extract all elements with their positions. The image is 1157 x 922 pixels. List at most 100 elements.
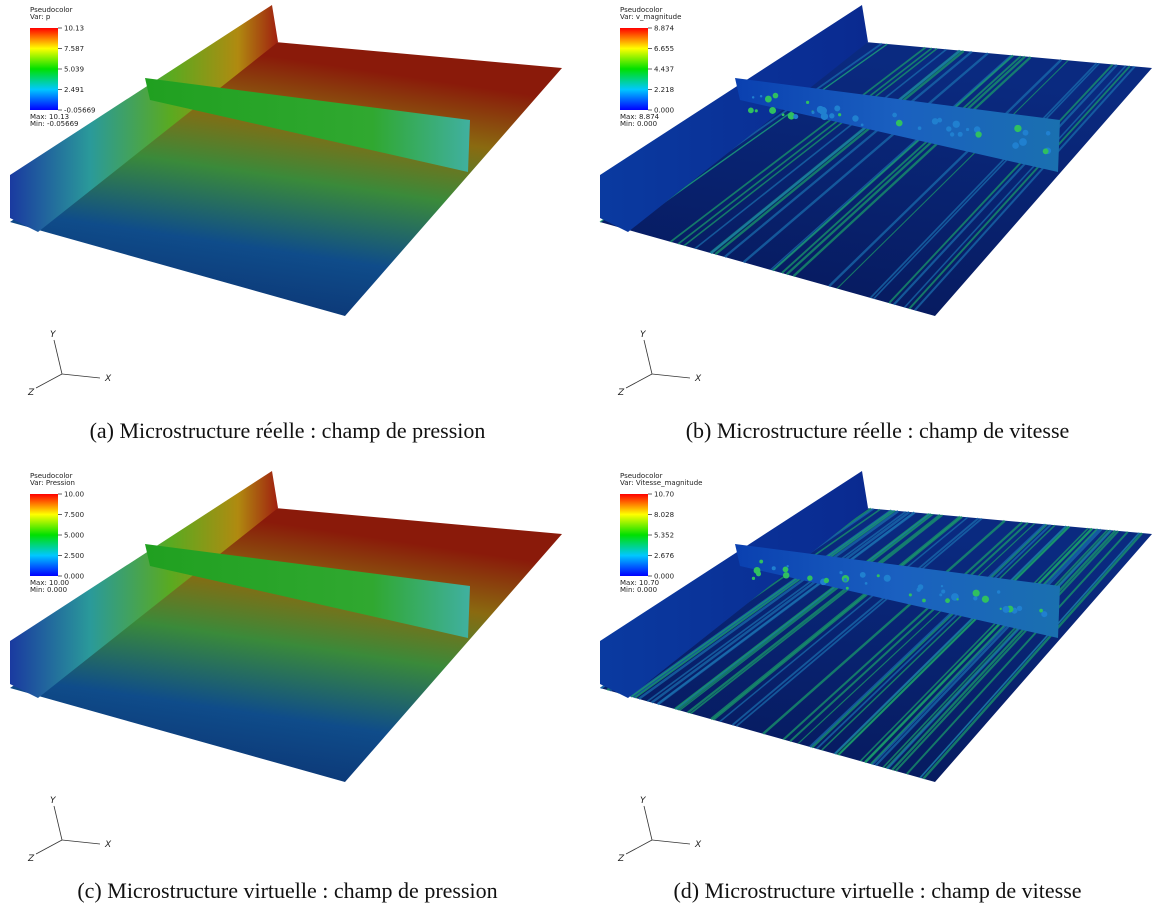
axis-label-y: Y: [640, 796, 647, 806]
axis-y: [643, 339, 653, 375]
flow-streak: [913, 65, 1136, 312]
wall-spot: [782, 566, 789, 573]
legend-variable: Var: Vitesse_magnitude: [620, 479, 702, 487]
colorbar-label: 0.000: [64, 573, 84, 581]
scene: [599, 5, 1152, 316]
wall-spot: [917, 584, 924, 590]
flow-streak: [651, 511, 911, 704]
wall-spot: [805, 100, 810, 104]
axis-label-x: X: [694, 374, 702, 384]
axis-z: [35, 373, 63, 389]
flow-streak: [836, 60, 1069, 289]
legend-min: Min: -0.05669: [30, 120, 78, 128]
floor-plane: [10, 42, 562, 316]
axis-label-y: Y: [640, 330, 647, 340]
axis-x: [651, 839, 691, 845]
flow-streak: [882, 529, 1109, 769]
flow-streak: [821, 524, 1056, 751]
wall-spot: [764, 95, 772, 103]
axis-y: [643, 805, 653, 841]
colorbar-label: -0.05669: [64, 107, 95, 115]
wall-spot: [945, 598, 950, 604]
legend-title: Pseudocolor: [620, 6, 663, 14]
axis-triad: [625, 339, 691, 389]
axis-triad: [35, 805, 101, 855]
flow-streak: [874, 528, 1103, 767]
legend-variable: Var: Pression: [30, 479, 75, 487]
wall-spot: [771, 566, 776, 571]
wall-spot: [946, 126, 952, 132]
flow-streak: [676, 513, 933, 711]
colorbar-label: 0.000: [654, 107, 674, 115]
colorbar-label: 10.00: [64, 491, 84, 499]
wall-spot: [952, 120, 960, 128]
wall-spot: [755, 571, 762, 577]
wall-spot: [931, 118, 939, 125]
axis-triad: [35, 339, 101, 389]
flow-streak: [731, 517, 979, 726]
axis-triad: [625, 805, 691, 855]
side-wall: [10, 5, 278, 232]
wall-spot: [975, 131, 982, 138]
wall-spot: [939, 593, 943, 597]
axis-x: [61, 373, 101, 379]
flow-streak: [742, 52, 989, 264]
floor-plane: [10, 508, 562, 782]
side-wall: [10, 471, 278, 698]
colorbar-label: 7.587: [64, 45, 84, 53]
wall-spot: [1019, 138, 1027, 146]
wall-spot: [996, 590, 1001, 594]
caption: (b) Microstructure réelle : champ de vit…: [685, 418, 1070, 443]
wall-spot: [782, 572, 790, 579]
flow-streak: [870, 528, 1098, 765]
colorbar-label: 2.676: [654, 552, 675, 560]
axis-y: [53, 339, 63, 375]
colorbar-label: 2.218: [654, 86, 674, 94]
flow-streak: [630, 509, 893, 698]
flow-streak: [735, 517, 983, 727]
wall-spot: [860, 123, 864, 127]
wall-spot: [1039, 608, 1043, 613]
colorbar: [620, 28, 648, 110]
flow-streak: [859, 527, 1089, 762]
wall-spot: [845, 586, 849, 590]
axis-label-z: Z: [27, 854, 35, 864]
wall-spot: [843, 578, 848, 582]
axis-y: [53, 805, 63, 841]
wall-spot: [1002, 606, 1010, 613]
flow-streak: [871, 528, 1100, 766]
wall-spot: [892, 112, 897, 118]
wall-spot: [917, 126, 922, 130]
flow-streak: [903, 65, 1127, 308]
wall-spot: [823, 577, 830, 584]
colorbar-label: 6.655: [654, 45, 674, 53]
wall-spot: [922, 598, 926, 603]
caption: (d) Microstructure virtuelle : champ de …: [673, 878, 1082, 903]
flow-streak: [694, 48, 947, 250]
wall-spot: [973, 126, 981, 133]
wall-spot: [941, 589, 946, 594]
axis-label-y: Y: [50, 330, 57, 340]
axis-label-x: X: [104, 840, 112, 850]
flow-streak: [869, 62, 1098, 299]
flow-streak: [833, 525, 1067, 755]
colorbar-label: 8.028: [654, 511, 674, 519]
colorbar-label: 0.000: [654, 573, 674, 581]
flow-streak: [888, 63, 1114, 304]
wall-spot: [769, 107, 777, 114]
flow-streak: [772, 54, 1014, 272]
wall-spot: [829, 113, 835, 119]
flow-streak: [873, 62, 1100, 300]
wall-spot: [908, 593, 912, 597]
side-wall: [600, 5, 868, 232]
wall-spot: [759, 559, 764, 564]
flow-streak: [646, 510, 907, 703]
flow-streak: [922, 532, 1143, 780]
axis-label-x: X: [104, 374, 112, 384]
axis-z: [35, 839, 63, 855]
colorbar-label: 2.500: [64, 552, 84, 560]
flow-streak: [719, 516, 969, 723]
